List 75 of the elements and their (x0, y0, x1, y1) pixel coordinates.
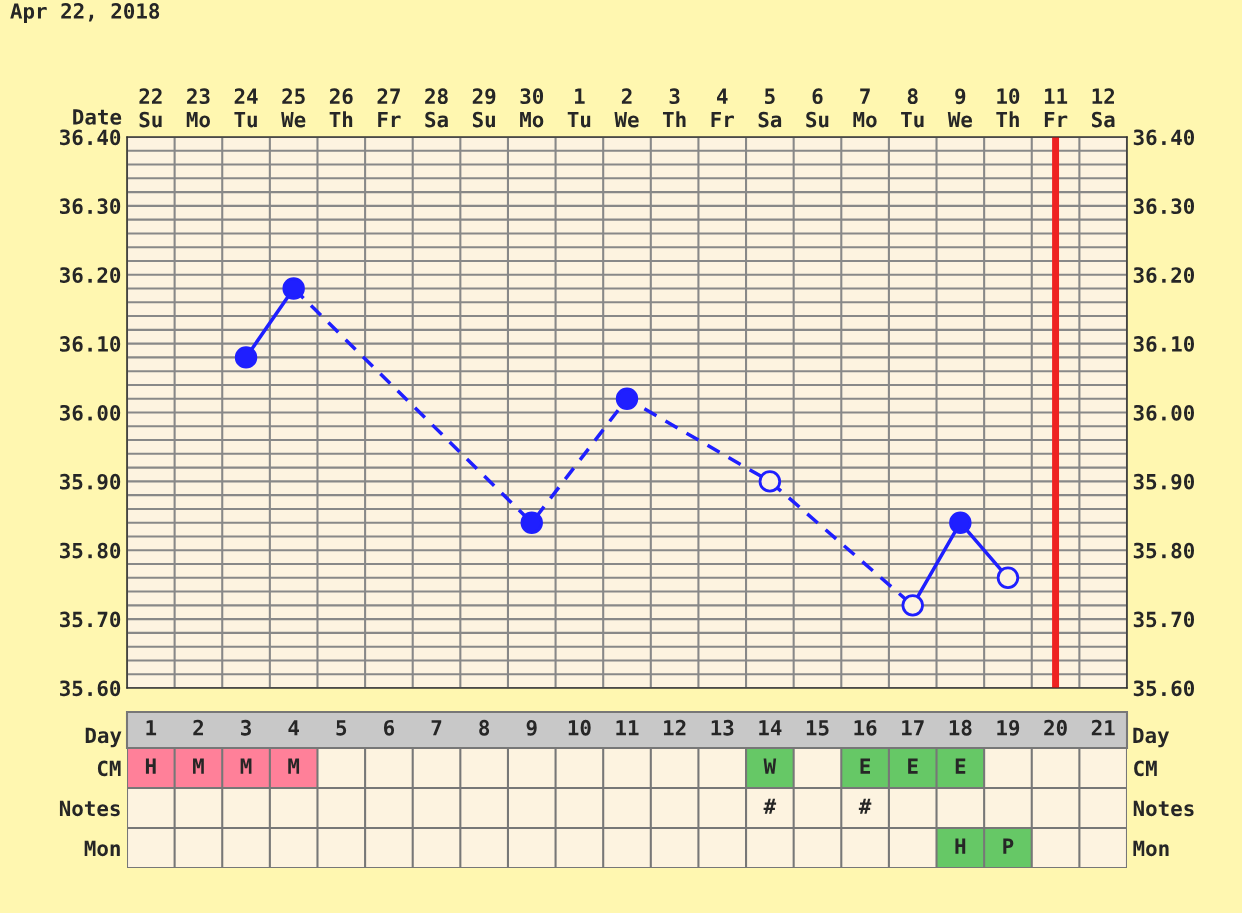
y-tick-label: Notes (1133, 800, 1194, 817)
x-tick-label: 4 Fr (711, 88, 734, 128)
x-tick-label: 22 Su (139, 88, 162, 128)
x-tick-label: 8 (479, 719, 490, 736)
x-axis-title: Date (73, 109, 122, 125)
point (234, 346, 258, 369)
x-tick-label: 3 Th (662, 88, 686, 128)
x-tick-label: 27 Fr (377, 88, 401, 128)
text: E (860, 758, 870, 774)
y-tick-label: 36.40 (60, 129, 121, 146)
x-tick-label: 14 (759, 720, 782, 736)
point (615, 387, 639, 410)
x-axis-title: Day (85, 727, 122, 748)
x-tick-label: 29 Su (472, 88, 496, 128)
y-tick-label: 36.20 (60, 267, 121, 283)
x-tick-label: 12 (663, 719, 686, 736)
point (520, 511, 543, 534)
x-tick-label: 24 Tu (234, 88, 258, 128)
x-tick-label: 28 Sa (425, 88, 448, 128)
text: H (145, 758, 156, 774)
text: P (1003, 838, 1014, 854)
point (282, 277, 305, 300)
text: H (955, 838, 966, 854)
text: M (193, 758, 204, 774)
x-tick-label: 17 (902, 720, 924, 736)
y-tick-label: 36.30 (60, 198, 121, 215)
y-tick-label: 35.60 (60, 680, 121, 697)
x-tick-label: 21 (1091, 719, 1115, 736)
x-tick-label: 5 Sa (758, 88, 782, 128)
x-tick-label: 13 (711, 719, 734, 736)
x-tick-label: 2 We (614, 88, 639, 128)
text: E (955, 758, 966, 774)
text: E (908, 758, 918, 774)
y-tick-label: Mon (1133, 840, 1169, 857)
x-tick-label: 7 Mo (853, 88, 877, 128)
chart-title: Apr 22, 2018 (10, 3, 160, 23)
x-tick-label: 10 (568, 719, 591, 736)
x-tick-label: 12 Sa (1091, 88, 1115, 128)
text: M (288, 758, 300, 774)
x-tick-label: 1 Tu (567, 88, 591, 128)
text: M (240, 758, 252, 774)
x-tick-label: 11 (616, 720, 639, 736)
x-tick-label: 9 (526, 720, 537, 736)
x-tick-label: 11 Fr (1044, 88, 1068, 128)
x-tick-label: 3 (241, 719, 251, 736)
y-tick-label: 36.00 (60, 404, 121, 421)
x-tick-label: 19 (997, 720, 1020, 736)
x-tick-label: 23 Mo (186, 88, 210, 128)
x-tick-label: 20 (1044, 719, 1067, 736)
y-tick-label: 35.80 (60, 542, 121, 559)
x-tick-label: 18 (949, 719, 972, 736)
text: # (763, 798, 777, 814)
x-tick-label: 5 (336, 720, 347, 736)
text: W (763, 758, 777, 774)
x-tick-label: 6 Su (806, 88, 829, 128)
x-tick-label: 16 (854, 719, 877, 736)
x-tick-label: 1 (146, 720, 157, 736)
x-tick-label: 6 (383, 719, 395, 736)
x-tick-label: 8 Tu (901, 88, 924, 128)
y-tick-label: 35.70 (60, 611, 121, 628)
x-tick-label: 7 (431, 720, 442, 736)
x-tick-label: 30 Mo (520, 88, 544, 128)
x-tick-label: 26 Th (329, 88, 353, 128)
x-tick-label: 2 (193, 719, 203, 736)
x-tick-label: 25 We (281, 88, 306, 128)
text: Day (1133, 727, 1170, 748)
x-tick-label: 10 Th (996, 88, 1020, 128)
y-tick-label: 36.10 (60, 336, 121, 352)
x-tick-label: 4 (288, 720, 299, 736)
x-tick-label: 15 (806, 720, 829, 736)
point (949, 511, 972, 534)
y-tick-label: 35.90 (60, 473, 121, 490)
text: # (858, 798, 872, 814)
y-tick-label: CM (1134, 760, 1157, 777)
x-tick-label: 9 We (947, 88, 973, 128)
